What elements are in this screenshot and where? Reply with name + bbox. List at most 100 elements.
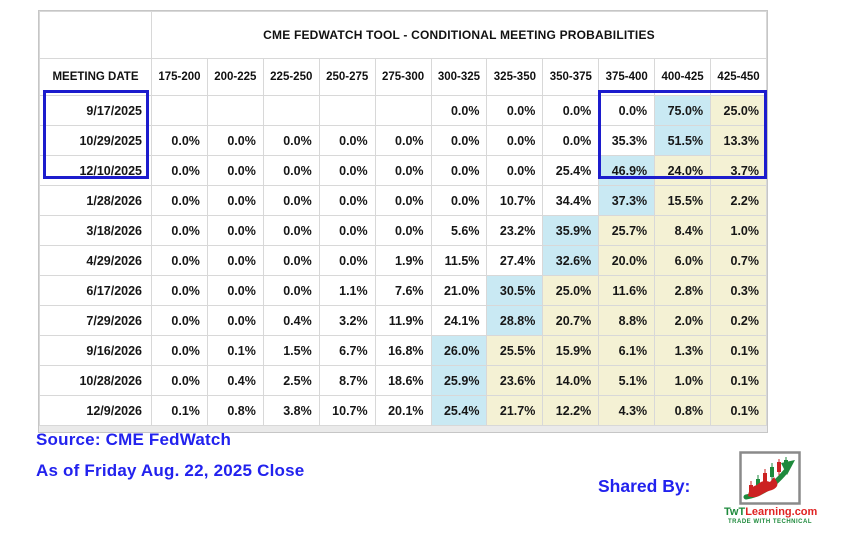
probability-cell: 20.0% (598, 245, 656, 276)
probability-cell: 0.2% (710, 305, 767, 336)
probability-cell: 8.4% (654, 215, 712, 246)
table-row: 9/16/2026 0.0% 0.1% 1.5% 6.7% 16.8% 26.0% 25.5%… (39, 335, 767, 366)
probability-cell: 25.7% (598, 215, 656, 246)
probability-cell: 6.0% (654, 245, 712, 276)
probability-cell: 25.4% (430, 395, 488, 426)
probability-cell: 4.3% (598, 395, 656, 426)
probability-table: CME FEDWATCH TOOL - CONDITIONAL MEETING … (39, 11, 767, 426)
probability-cell: 0.0% (206, 155, 264, 186)
probability-cell: 2.2% (710, 185, 767, 216)
logo-brand-text: TwTLearning.com (724, 506, 818, 518)
probability-cell: 0.0% (542, 95, 600, 126)
probability-cell: 16.8% (374, 335, 432, 366)
probability-cell: 0.0% (151, 245, 208, 276)
probability-cell: 0.0% (262, 125, 320, 156)
probability-cell: 3.2% (318, 305, 376, 336)
meeting-date-cell: 9/16/2026 (39, 335, 152, 366)
probability-cell: 0.0% (542, 125, 600, 156)
probability-cell: 0.0% (151, 125, 208, 156)
meeting-date-cell: 1/28/2026 (39, 185, 152, 216)
probability-cell: 7.6% (374, 275, 432, 306)
probability-cell: 0.8% (654, 395, 712, 426)
probability-cell: 8.8% (598, 305, 656, 336)
probability-cell: 20.7% (542, 305, 600, 336)
probability-cell: 5.6% (430, 215, 488, 246)
probability-cell: 0.8% (206, 395, 264, 426)
probability-cell: 37.3% (598, 185, 656, 216)
probability-cell: 21.7% (486, 395, 544, 426)
probability-cell: 26.0% (430, 335, 488, 366)
probability-cell: 0.1% (710, 395, 767, 426)
as-of-text: As of Friday Aug. 22, 2025 Close (36, 461, 305, 480)
probability-cell: 0.0% (206, 245, 264, 276)
probability-cell: 10.7% (486, 185, 544, 216)
probability-cell: 46.9% (598, 155, 656, 186)
table-title: CME FEDWATCH TOOL - CONDITIONAL MEETING … (151, 11, 767, 59)
probability-cell: 35.9% (542, 215, 600, 246)
probability-cell: 0.4% (206, 365, 264, 396)
probability-cell: 11.9% (374, 305, 432, 336)
probability-cell: 8.7% (318, 365, 376, 396)
probability-cell: 27.4% (486, 245, 544, 276)
rate-range-header: 325-350 (486, 58, 544, 96)
probability-cell: 0.0% (374, 185, 432, 216)
probability-cell (206, 95, 264, 126)
rate-range-header: 350-375 (542, 58, 600, 96)
table-row: 4/29/2026 0.0% 0.0% 0.0% 0.0% 1.9% 11.5% 27.4% 3… (39, 245, 767, 276)
probability-cell: 6.7% (318, 335, 376, 366)
rate-range-header: 200-225 (206, 58, 264, 96)
probability-cell: 23.6% (486, 365, 544, 396)
probability-cell: 0.0% (206, 305, 264, 336)
shared-by-label: Shared By: (598, 476, 691, 496)
probability-cell: 11.5% (430, 245, 488, 276)
probability-cell (318, 95, 376, 126)
probability-cell: 0.0% (262, 215, 320, 246)
meeting-date-cell: 7/29/2026 (39, 305, 152, 336)
probability-cell: 0.0% (262, 155, 320, 186)
probability-cell: 5.1% (598, 365, 656, 396)
meeting-date-cell: 12/10/2025 (39, 155, 152, 186)
probability-cell: 0.0% (430, 185, 488, 216)
probability-cell: 0.0% (318, 155, 376, 186)
probability-cell: 25.0% (710, 95, 767, 126)
probability-cell: 0.0% (206, 215, 264, 246)
rate-range-header: 175-200 (151, 58, 208, 96)
logo-brand-suffix: Learning.com (745, 506, 818, 518)
probability-cell: 25.9% (430, 365, 488, 396)
title-row: CME FEDWATCH TOOL - CONDITIONAL MEETING … (39, 11, 767, 59)
probability-cell: 0.1% (151, 395, 208, 426)
table-row: 1/28/2026 0.0% 0.0% 0.0% 0.0% 0.0% 0.0% 10.7% 34… (39, 185, 767, 216)
logo-brand-prefix: TwT (724, 506, 746, 518)
probability-cell: 28.8% (486, 305, 544, 336)
probability-cell: 1.1% (318, 275, 376, 306)
probability-cell: 0.0% (206, 125, 264, 156)
table-row: 7/29/2026 0.0% 0.0% 0.4% 3.2% 11.9% 24.1% 28.8%… (39, 305, 767, 336)
probability-cell: 2.5% (262, 365, 320, 396)
rate-range-header: 425-450 (710, 58, 767, 96)
logo-chart-icon (739, 451, 801, 505)
probability-cell: 30.5% (486, 275, 544, 306)
probability-cell: 0.0% (262, 275, 320, 306)
probability-cell (151, 95, 208, 126)
probability-cell: 25.4% (542, 155, 600, 186)
probability-cell: 51.5% (654, 125, 712, 156)
meeting-date-cell: 6/17/2026 (39, 275, 152, 306)
probability-cell (262, 95, 320, 126)
probability-cell: 0.0% (151, 275, 208, 306)
meeting-date-header: MEETING DATE (39, 58, 152, 96)
probability-cell: 34.4% (542, 185, 600, 216)
table-row: 12/10/2025 0.0% 0.0% 0.0% 0.0% 0.0% 0.0% 0.0% 25… (39, 155, 767, 186)
probability-cell: 25.0% (542, 275, 600, 306)
probability-cell: 0.0% (262, 185, 320, 216)
probability-cell: 0.0% (151, 365, 208, 396)
probability-cell: 0.7% (710, 245, 767, 276)
rate-range-header: 250-275 (318, 58, 376, 96)
rate-range-header: 375-400 (598, 58, 656, 96)
probability-cell (374, 95, 432, 126)
rate-range-header: 300-325 (430, 58, 488, 96)
probability-cell: 0.0% (486, 155, 544, 186)
probability-cell: 0.0% (318, 245, 376, 276)
probability-cell: 0.0% (151, 155, 208, 186)
probability-cell: 1.9% (374, 245, 432, 276)
probability-cell: 0.0% (262, 245, 320, 276)
